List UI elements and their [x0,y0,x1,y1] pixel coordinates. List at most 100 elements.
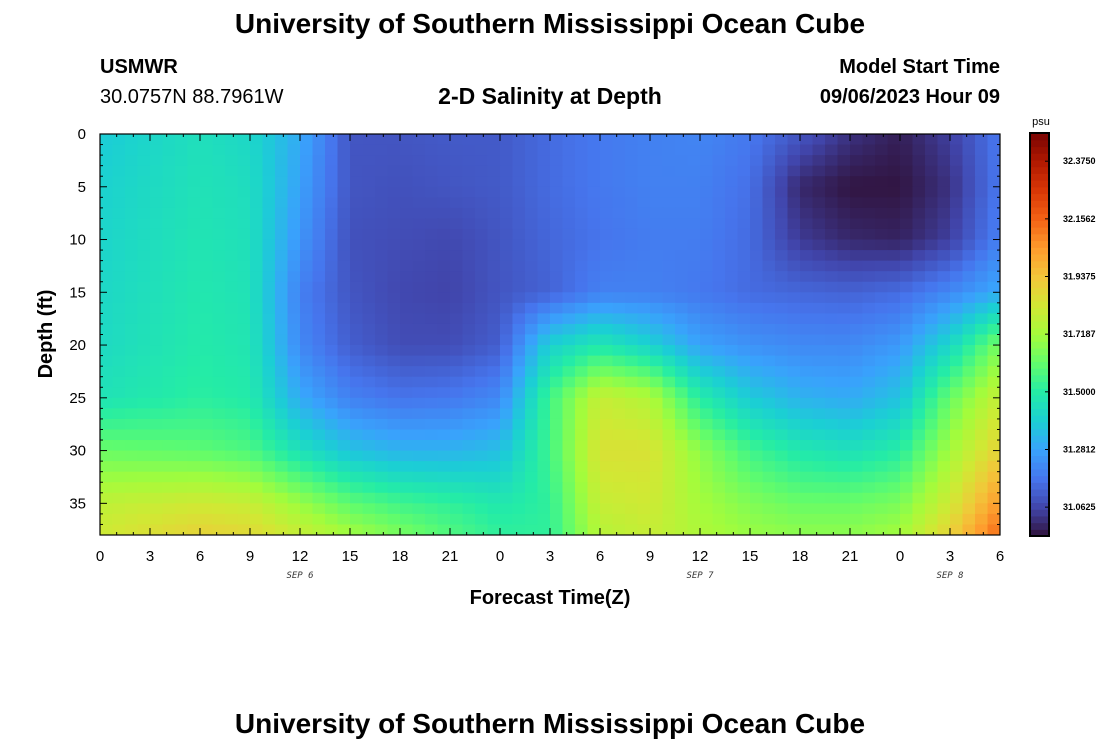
heatmap-cell [737,260,751,272]
colorbar-segment [1030,468,1049,477]
heatmap-cell [950,186,964,198]
colorbar-segment [1030,441,1049,450]
heatmap-cell [800,165,814,177]
heatmap-cell [950,429,964,441]
heatmap-cell [887,355,901,367]
heatmap-cell [225,450,239,462]
heatmap-cell [612,144,626,156]
heatmap-cell [950,197,964,209]
heatmap-cell [162,144,176,156]
heatmap-cell [887,165,901,177]
heatmap-cell [400,334,414,346]
heatmap-cell [612,524,626,535]
heatmap-cell [937,334,951,346]
heatmap-cell [187,197,201,209]
heatmap-cell [925,387,939,399]
heatmap-cell [912,260,926,272]
heatmap-cell [125,408,139,420]
heatmap-cell [450,387,464,399]
heatmap-cell [587,461,601,473]
heatmap-cell [362,271,376,283]
heatmap-cell [187,334,201,346]
colorbar-segment [1030,300,1049,309]
heatmap-cell [425,450,439,462]
heatmap-cell [612,302,626,314]
heatmap-cell [787,503,801,515]
heatmap-cell [375,250,389,262]
heatmap-cell [300,134,314,146]
heatmap-cell [112,260,126,272]
heatmap-cell [475,366,489,378]
heatmap-cell [962,302,976,314]
heatmap-cell [325,176,339,188]
heatmap-cell [725,376,739,388]
heatmap-cell [237,197,251,209]
heatmap-cell [812,376,826,388]
heatmap-cell [787,418,801,431]
heatmap-cell [612,155,626,167]
heatmap-cell [375,440,389,452]
heatmap-cell [937,429,951,441]
heatmap-cell [412,228,426,241]
heatmap-cell [562,482,576,494]
heatmap-cell [487,134,501,146]
heatmap-cell [887,513,901,526]
heatmap-cell [800,302,814,314]
heatmap-cell [187,429,201,441]
heatmap-cell [937,355,951,367]
heatmap-cell [862,144,876,156]
heatmap-cell [200,186,214,198]
heatmap-cell [562,334,576,346]
heatmap-cell [775,239,789,251]
chart-title: University of Southern Mississippi Ocean… [234,8,866,39]
heatmap-cell [512,450,526,462]
heatmap-cell [662,524,676,535]
heatmap-cell [525,345,539,357]
heatmap-cell [400,355,414,367]
heatmap-cell [300,271,314,283]
heatmap-cell [450,207,464,220]
heatmap-cell [175,271,189,283]
heatmap-cell [750,281,764,293]
heatmap-cell [175,260,189,272]
heatmap-cell [487,492,501,504]
heatmap-cell [375,176,389,188]
heatmap-cell [312,197,326,209]
heatmap-cell [275,334,289,346]
heatmap-cell [912,281,926,293]
heatmap-cell [825,513,839,526]
heatmap-cell [812,418,826,431]
heatmap-cell [662,450,676,462]
heatmap-cell [237,418,251,431]
heatmap-cell [162,292,176,304]
heatmap-cell [250,302,264,314]
heatmap-cell [237,334,251,346]
heatmap-cell [312,207,326,220]
heatmap-cell [762,271,776,283]
heatmap-cell [462,450,476,462]
heatmap-cell [950,355,964,367]
heatmap-cell [387,503,401,515]
heatmap-cell [425,503,439,515]
heatmap-cell [937,408,951,420]
heatmap-cell [287,397,301,409]
heatmap-cell [612,503,626,515]
heatmap-cell [562,408,576,420]
heatmap-cell [575,134,589,146]
heatmap-cell [187,302,201,314]
heatmap-cell [762,155,776,167]
heatmap-cell [675,207,689,220]
heatmap-cell [325,397,339,409]
heatmap-cell [537,207,551,220]
heatmap-cell [350,461,364,473]
heatmap-cell [687,134,701,146]
heatmap-cell [462,503,476,515]
heatmap-cell [937,176,951,188]
heatmap-cell [862,239,876,251]
heatmap-cell [425,524,439,535]
heatmap-cell [600,313,614,325]
heatmap-cell [350,302,364,314]
heatmap-cell [925,292,939,304]
colorbar-segment [1030,509,1049,517]
heatmap-cell [262,334,276,346]
